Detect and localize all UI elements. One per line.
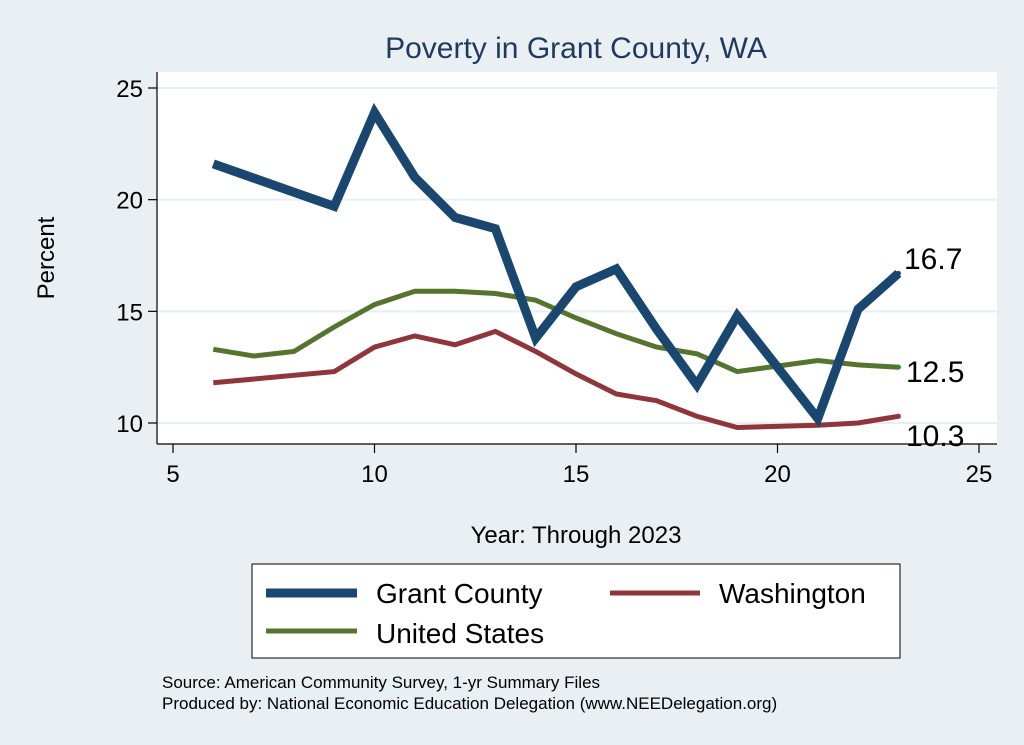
x-axis-title: Year: Through 2023 xyxy=(471,522,682,549)
y-tick-label: 20 xyxy=(116,188,143,215)
series-line-grant-county xyxy=(211,102,902,428)
legend-label: Grant County xyxy=(376,578,543,609)
series-end-point xyxy=(895,270,901,276)
end-value-label: 10.3 xyxy=(906,420,964,453)
y-axis-title: Percent xyxy=(33,216,60,299)
legend-label: Washington xyxy=(719,578,866,609)
end-value-label: 12.5 xyxy=(906,356,964,389)
series-line-washington xyxy=(213,328,899,431)
producer-note: Produced by: National Economic Education… xyxy=(162,694,777,713)
end-labels: 16.7 10.3 12.5 xyxy=(904,243,964,453)
legend-label: United States xyxy=(376,618,544,649)
axes: 10 15 20 25 5 10 15 20 25 xyxy=(116,72,997,488)
plot-area xyxy=(157,72,997,444)
series-line-united-states xyxy=(212,288,899,375)
end-value-label: 16.7 xyxy=(904,243,962,276)
series-lines xyxy=(211,102,902,431)
x-tick-label: 10 xyxy=(361,461,388,488)
chart-title: Poverty in Grant County, WA xyxy=(385,32,767,65)
x-tick-label: 20 xyxy=(764,461,791,488)
series-end-point xyxy=(895,364,901,370)
series-end-point xyxy=(895,413,901,419)
y-tick-label: 10 xyxy=(116,411,143,438)
legend: Grant County Washington United States xyxy=(251,563,901,659)
y-tick-label: 25 xyxy=(116,76,143,103)
x-tick-label: 25 xyxy=(966,461,993,488)
y-tick-label: 15 xyxy=(116,299,143,326)
source-note: Source: American Community Survey, 1-yr … xyxy=(162,673,600,692)
x-tick-label: 15 xyxy=(563,461,590,488)
legend-box xyxy=(251,563,901,659)
x-tick-label: 5 xyxy=(166,461,179,488)
